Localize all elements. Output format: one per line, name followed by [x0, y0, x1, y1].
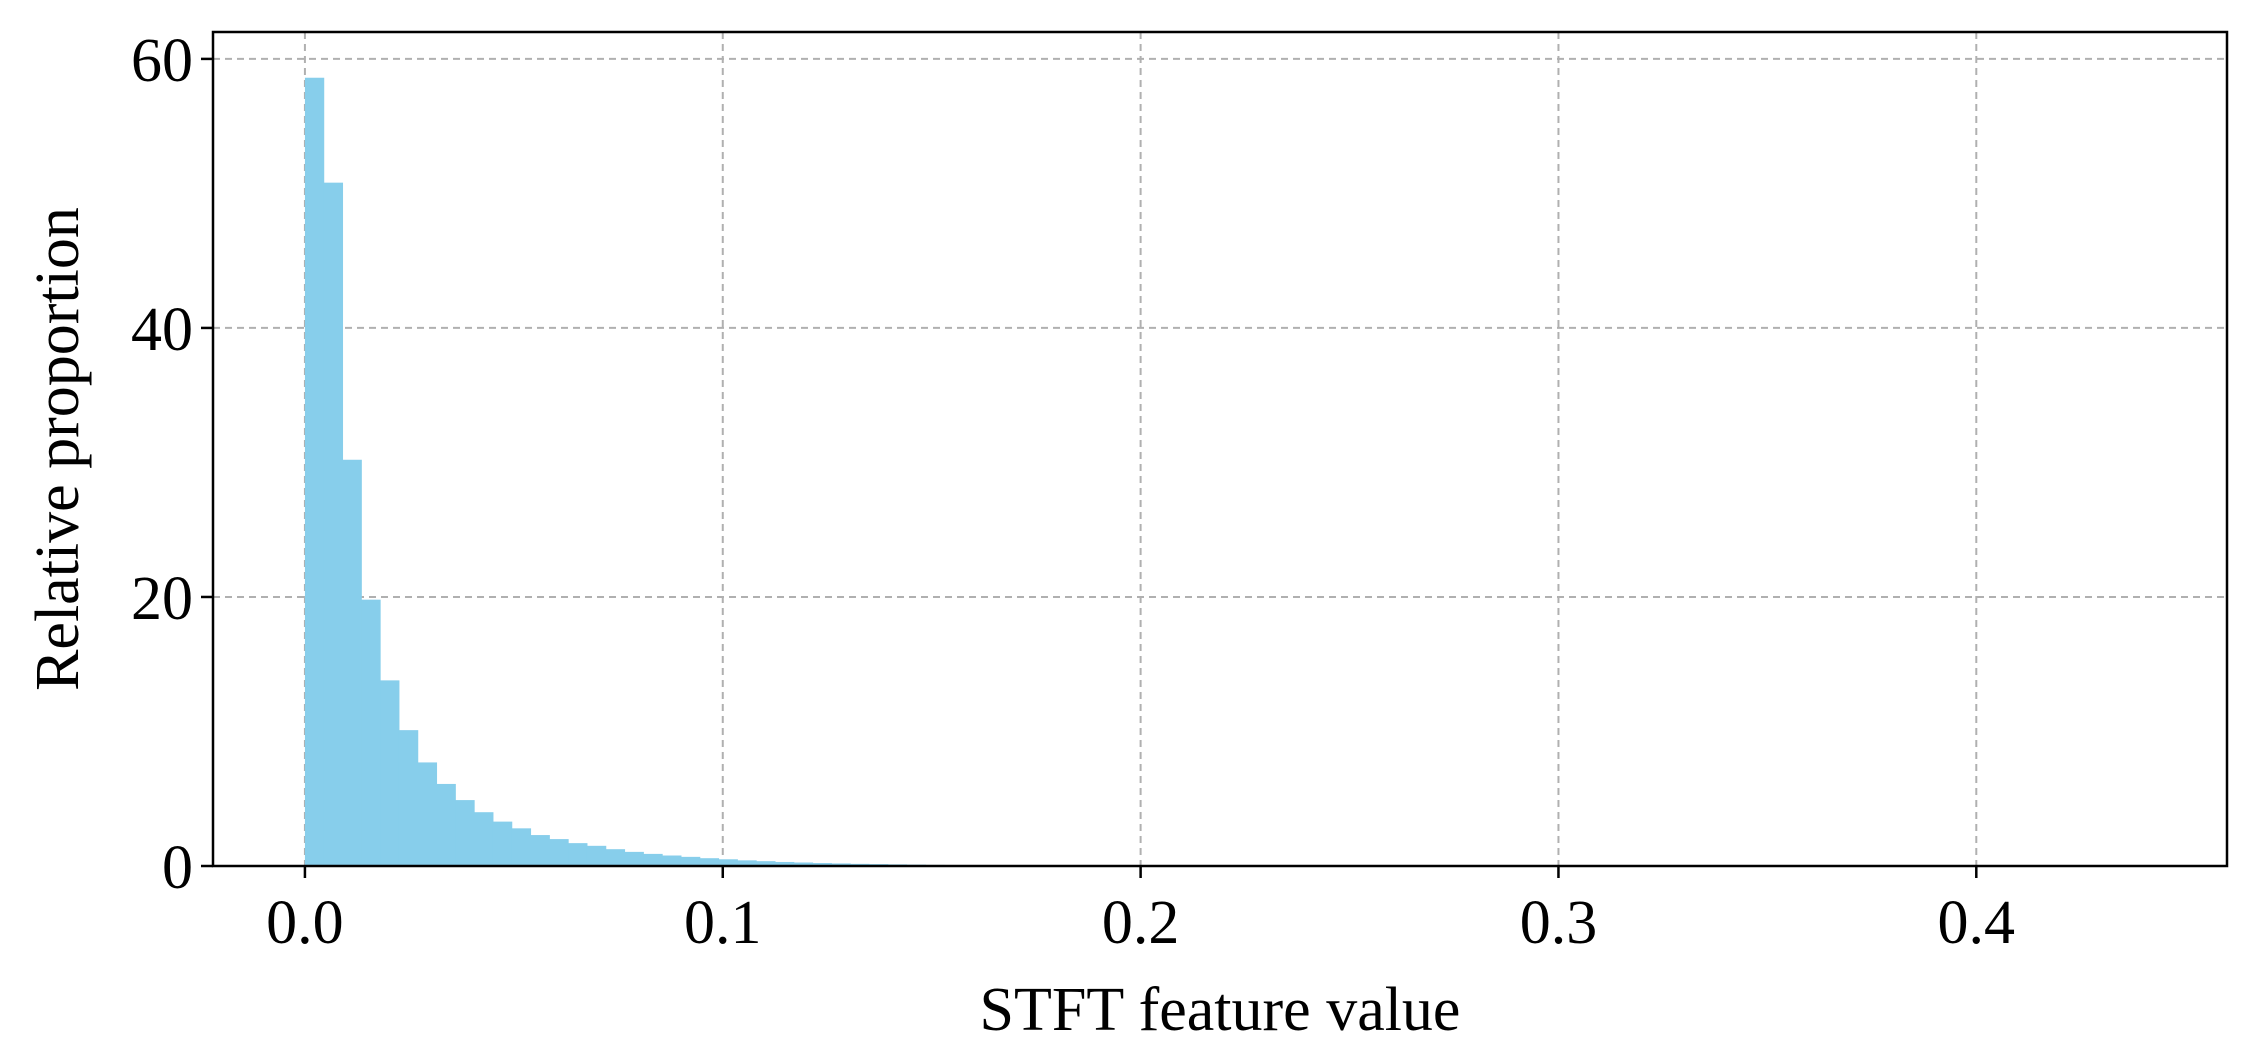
histogram-bar — [624, 851, 644, 866]
histogram-bar — [511, 828, 532, 866]
x-axis-label: STFT feature value — [980, 976, 1461, 1044]
histogram-bar — [718, 859, 738, 866]
histogram-bar — [793, 862, 814, 866]
histogram-bar — [436, 783, 456, 866]
grid-lines — [213, 32, 2227, 867]
histogram-bar — [380, 680, 400, 866]
x-tick-label: 0.2 — [1102, 889, 1180, 957]
histogram-bar — [492, 821, 513, 866]
histogram-bar — [737, 860, 757, 866]
histogram-bar — [662, 855, 682, 866]
histogram-bar — [680, 856, 701, 866]
histogram-bar — [605, 849, 626, 866]
plot-area-frame — [211, 30, 2229, 868]
histogram-bar — [568, 843, 588, 866]
x-tick-label: 0.4 — [1938, 889, 2016, 957]
y-tick-label: 40 — [131, 296, 193, 364]
histogram-bar — [831, 863, 851, 866]
histogram-bar — [530, 835, 550, 866]
histogram-bar — [699, 858, 720, 866]
histogram-bar — [756, 861, 776, 866]
y-tick-label: 0 — [162, 834, 193, 902]
histogram-bar — [586, 845, 607, 866]
histogram-bar — [549, 839, 569, 866]
histogram-bar — [774, 861, 795, 866]
y-tick-label: 20 — [131, 565, 193, 633]
y-tick-label: 60 — [131, 27, 193, 95]
histogram-bar — [323, 182, 344, 866]
histogram-bar — [812, 863, 832, 866]
histogram-bar — [398, 730, 419, 866]
histogram-bar — [455, 800, 475, 866]
x-tick-label: 0.1 — [684, 889, 762, 957]
histogram-bar — [643, 853, 663, 866]
histogram-bars — [304, 77, 964, 867]
histogram-bar — [474, 812, 494, 866]
histogram-bar — [304, 77, 325, 867]
x-tick-label: 0.3 — [1520, 889, 1598, 957]
axis-ticks: 0.0 0.1 0.2 0.3 0.4 0 20 40 60 — [131, 27, 2015, 957]
histogram-bar — [342, 459, 362, 866]
y-axis-label: Relative proportion — [24, 207, 92, 691]
x-tick-label: 0.0 — [266, 889, 344, 957]
histogram-bar — [417, 762, 438, 866]
histogram-bar — [361, 599, 381, 866]
